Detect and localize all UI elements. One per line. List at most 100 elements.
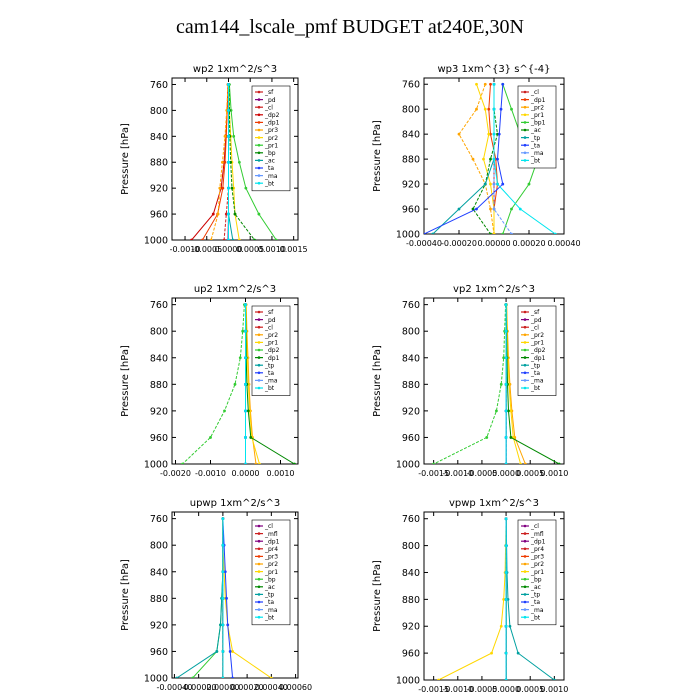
legend-marker (523, 151, 527, 155)
legend-entry: _pr4 (530, 546, 544, 553)
legend: _cl_mfl_dp1_pr4_pr3_pr2_pr1_bp_ac_tp_ta_… (517, 519, 557, 626)
x-tick-label: 0.00020 (231, 683, 264, 692)
legend-entry: _ma (264, 173, 278, 180)
data-point (254, 462, 258, 464)
legend-marker (523, 318, 527, 321)
legend-entry: _bt (530, 385, 541, 392)
legend-entry: _cl (530, 89, 539, 96)
data-point (504, 329, 508, 333)
data-point (504, 517, 508, 521)
legend-marker (523, 341, 527, 344)
data-point (237, 160, 241, 164)
data-point (489, 182, 492, 186)
legend-entry: _bt (530, 158, 541, 165)
x-tick-label: -0.0010 (170, 245, 201, 254)
data-point (492, 82, 496, 86)
data-point (509, 409, 513, 413)
data-point (489, 82, 492, 86)
legend-entry: _ta (264, 370, 274, 377)
data-point (221, 186, 225, 190)
data-point (223, 409, 226, 413)
legend-marker (257, 562, 261, 566)
data-point (274, 238, 278, 240)
y-tick-label: 1000 (144, 236, 168, 247)
legend-entry: _ta (530, 599, 540, 606)
legend-marker (257, 113, 261, 117)
legend-marker (523, 532, 527, 535)
legend-entry: _cl (530, 523, 539, 530)
data-point (244, 436, 247, 439)
legend-marker (523, 136, 527, 139)
x-tick-label: 0.0010 (540, 685, 568, 694)
legend-entry: _pr2 (530, 104, 544, 111)
data-point (221, 650, 225, 653)
y-tick-label: 1000 (144, 674, 168, 685)
x-tick-label: -0.0005 (466, 685, 497, 694)
data-point (218, 186, 222, 190)
legend-entry: _dp2 (530, 347, 546, 354)
y-tick-label: 1000 (396, 230, 420, 241)
x-tick-label: -0.00040 (406, 239, 442, 248)
y-tick-label: 760 (150, 300, 168, 311)
legend-marker (523, 121, 527, 124)
data-point (510, 232, 513, 234)
x-tick-label: -0.0015 (418, 469, 449, 478)
data-point (489, 157, 492, 161)
data-point (244, 329, 247, 333)
data-point (227, 83, 230, 86)
legend-marker (523, 386, 527, 390)
data-point (506, 597, 510, 601)
legend: _sf_pd_cl_dp2_dp1_pr3_pr2_pr1_bp_ac_ta_m… (251, 85, 291, 192)
data-point (519, 462, 522, 464)
data-point (221, 676, 225, 678)
legend-entry: _cl (264, 523, 273, 530)
data-point (504, 597, 508, 601)
y-tick-label: 920 (150, 620, 168, 631)
plot-area (424, 82, 557, 234)
y-tick-label: 800 (150, 106, 168, 117)
data-point (504, 462, 508, 464)
legend-marker (523, 593, 527, 596)
legend-entry: _dp1 (264, 538, 280, 545)
data-point (504, 678, 508, 680)
chart-panel-2: wp3 1xm^{3} s^{-4} Pressure [hPa] 760 800 84… (372, 64, 581, 248)
legend-marker (523, 371, 527, 375)
legend-marker (523, 547, 527, 551)
data-point (216, 212, 220, 216)
data-point (475, 207, 478, 211)
data-point (230, 186, 234, 190)
y-tick-label: 840 (150, 132, 168, 143)
legend-entry: _ma (530, 150, 544, 157)
x-tick-label: -0.00040 (156, 683, 192, 692)
data-point (181, 462, 184, 464)
legend-entry: _dp1 (530, 97, 546, 104)
legend-entry: _dp1 (530, 538, 546, 545)
y-tick-label: 800 (402, 327, 420, 338)
data-point (492, 157, 496, 161)
legend-entry: _cl (264, 104, 273, 111)
legend-entry: _bp (264, 576, 276, 583)
legend-marker (257, 585, 261, 589)
y-tick-label: 960 (150, 433, 168, 444)
chart-panel-1: wp2 1xm^2/s^3 Pressure [hPa] 760 800 840 880 9… (120, 64, 308, 254)
x-tick-label: 0.0010 (267, 469, 295, 478)
legend-entry: _tp (264, 362, 274, 369)
data-point (257, 212, 261, 216)
legend-entry: _ta (264, 165, 274, 172)
legend-marker (257, 600, 261, 604)
y-tick-label: 960 (402, 649, 420, 660)
legend-marker (523, 600, 527, 604)
legend-marker (257, 333, 261, 337)
legend-marker (523, 555, 527, 558)
data-point (231, 676, 234, 678)
data-point (496, 182, 499, 186)
legend-marker (257, 166, 261, 170)
data-point (293, 462, 296, 464)
legend-entry: _mfl (530, 531, 544, 538)
y-tick-label: 920 (402, 622, 420, 633)
legend-marker (523, 524, 527, 528)
legend-entry: _cl (530, 324, 539, 331)
legend-entry: _bp (530, 576, 542, 583)
legend-marker (257, 524, 261, 528)
y-tick-label: 760 (150, 514, 168, 525)
